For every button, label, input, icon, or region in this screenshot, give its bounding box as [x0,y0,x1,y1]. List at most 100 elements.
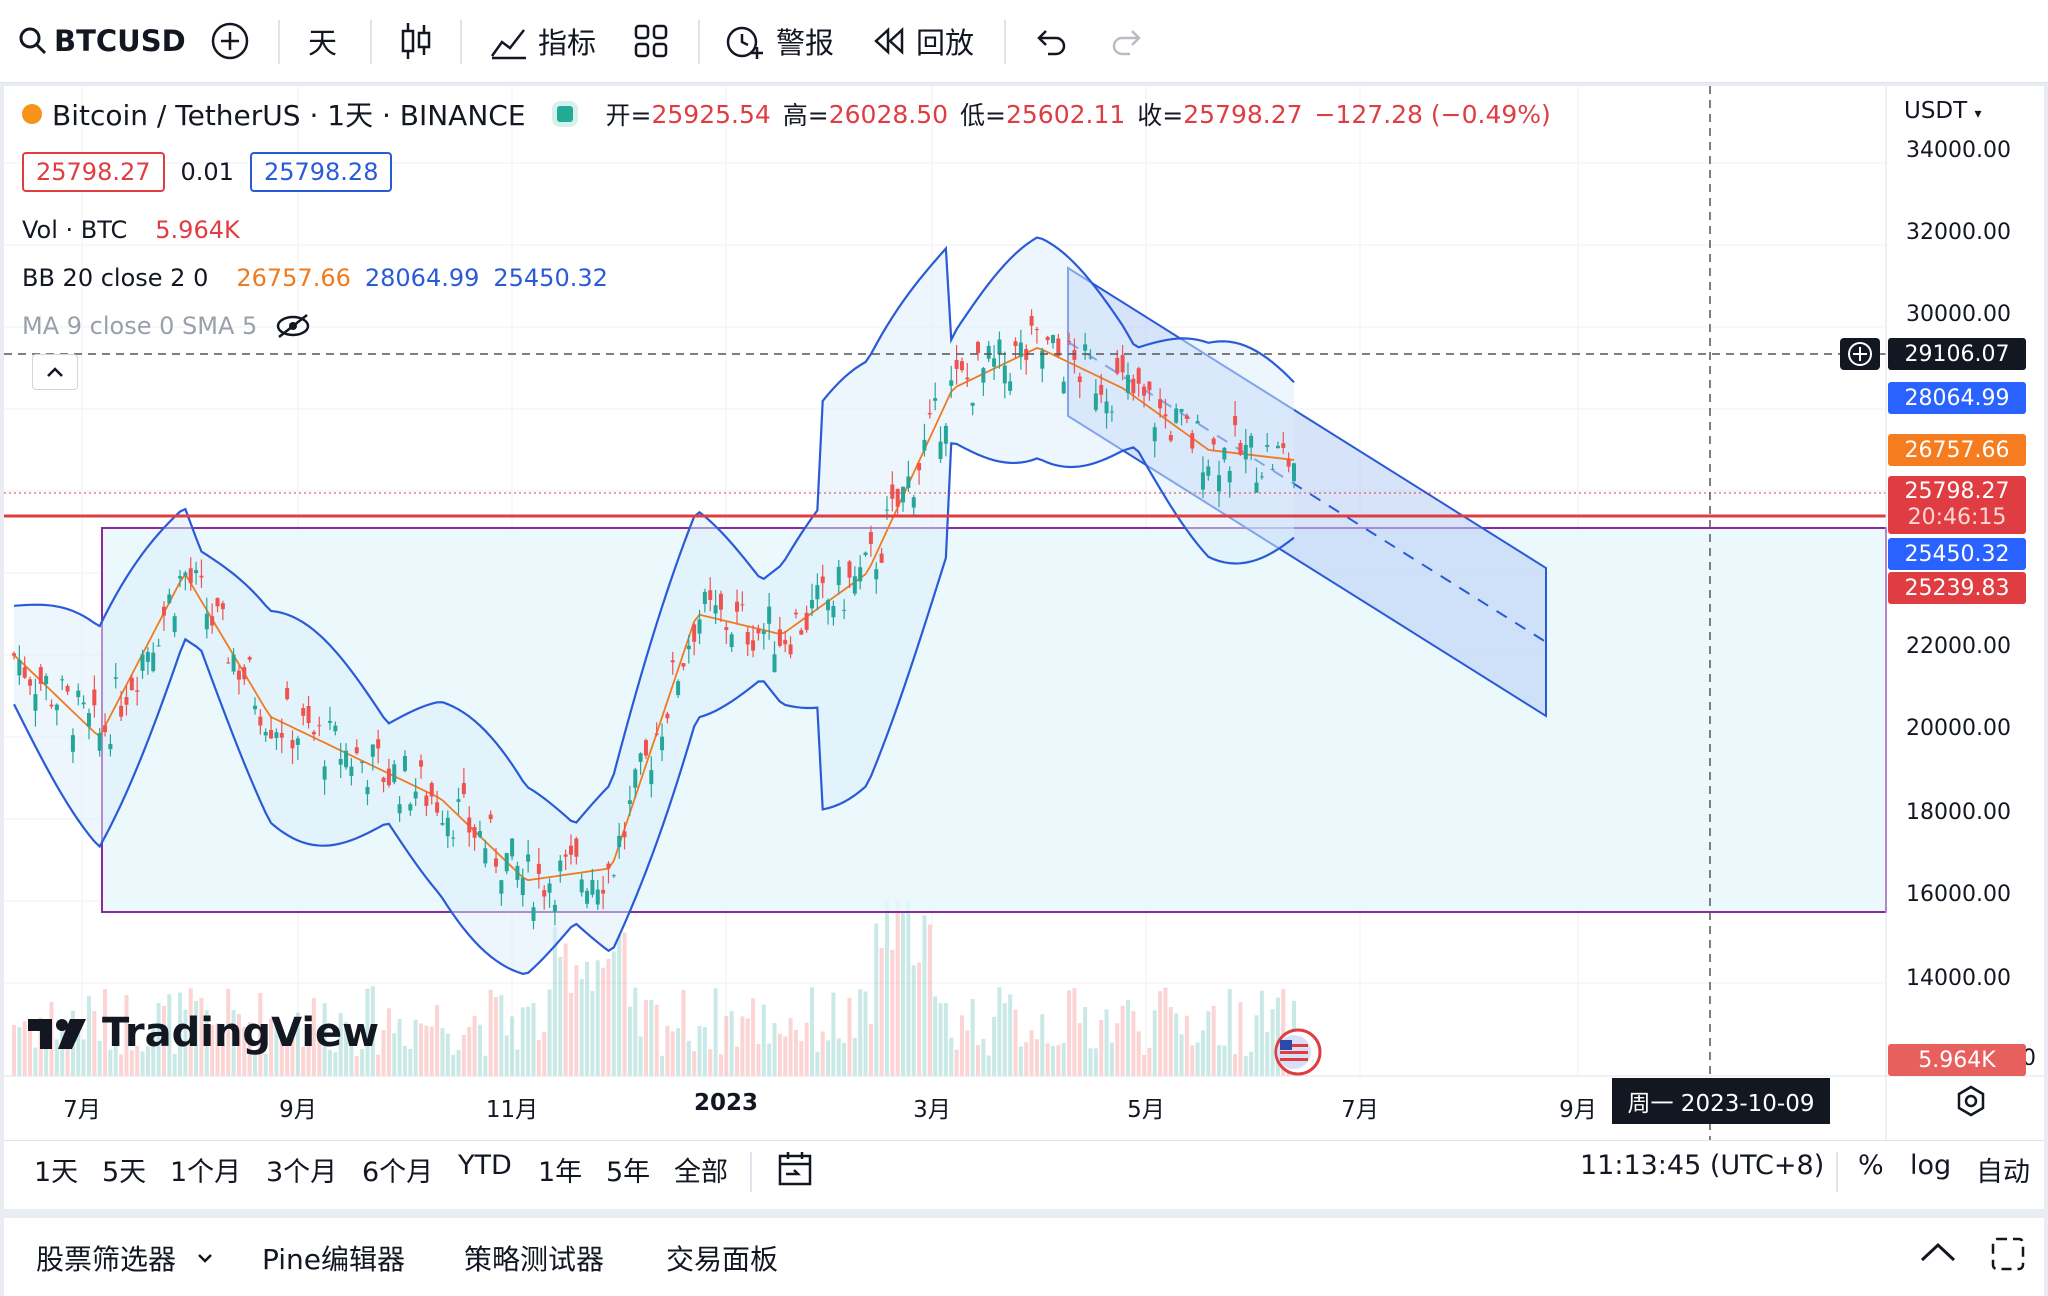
hidden-eye-icon[interactable] [275,313,311,339]
volume-bar [997,987,1002,1076]
symbol-search[interactable]: BTCUSD [18,0,186,82]
us-flag-event-icon[interactable] [1274,1028,1322,1076]
candle-body [1115,357,1120,374]
chart-settings-button[interactable] [1954,1084,1988,1122]
candle-body [1195,421,1200,424]
price-chart[interactable] [4,86,2044,1140]
pine-editor-tab[interactable]: Pine编辑器 [262,1243,406,1276]
replay-button[interactable]: 回放 [872,0,974,82]
volume-bar [858,989,863,1076]
bb-basis-price-label: 26757.66 [1888,434,2026,466]
bb-lower-line [13,442,1295,975]
candle-body [868,531,873,544]
candle-body [943,425,948,444]
candle-body [1029,315,1034,326]
volume-bar [868,1023,873,1076]
ma-legend[interactable]: MA 9 close 0 SMA 5 [22,312,311,340]
range-all[interactable]: 全部 [674,1157,728,1188]
sell-button[interactable]: 25798.27 [22,152,165,192]
candle-body [435,802,440,813]
low-label: 低= [960,101,1006,130]
percent-scale-toggle[interactable]: % [1858,1150,1884,1181]
range-6m[interactable]: 6个月 [362,1157,434,1188]
undo-button[interactable] [1034,0,1068,82]
candle-body [204,613,209,630]
layouts-button[interactable] [634,0,668,82]
indicators-button[interactable]: 指标 [490,0,596,82]
open-value: 25925.54 [651,99,771,129]
range-5d[interactable]: 5天 [102,1157,147,1188]
compare-button[interactable] [210,0,250,82]
bottom-panel-bar [4,1218,2044,1296]
volume-bar [1083,1007,1088,1076]
buy-button[interactable]: 25798.28 [249,152,393,192]
goto-date-button[interactable] [776,1150,814,1192]
bb-lower-value: 25450.32 [493,264,608,292]
bb-legend[interactable]: BB 20 close 2 0 26757.66 28064.99 25450.… [22,264,608,292]
auto-scale-toggle[interactable]: 自动 [1976,1157,2030,1188]
candle-body [333,725,338,732]
strategy-tester-tab[interactable]: 策略测试器 [464,1243,605,1276]
expand-panel-button[interactable] [1918,1240,1958,1268]
maximize-panel-button[interactable] [1990,1236,2026,1276]
market-status-dot[interactable] [551,101,578,127]
screener-tab[interactable]: 股票筛选器 [36,1238,214,1278]
range-1y[interactable]: 1年 [538,1157,583,1188]
volume-bar [33,1047,38,1076]
log-scale-toggle[interactable]: log [1910,1150,1952,1181]
volume-bar [1265,1031,1270,1076]
collapse-legend-button[interactable] [32,354,78,390]
volume-bar [354,1055,359,1076]
volume-bar [333,1052,338,1076]
bb-lower-price-label: 25450.32 [1888,538,2026,570]
range-1m[interactable]: 1个月 [170,1157,242,1188]
range-3m[interactable]: 3个月 [266,1157,338,1188]
volume-bar [1243,1055,1248,1076]
volume-bar [756,1043,761,1076]
range-1d[interactable]: 1天 [34,1157,79,1188]
range-ytd[interactable]: YTD [458,1150,512,1181]
volume-bar [767,1043,772,1076]
tradingview-watermark[interactable]: TradingView [26,1010,379,1056]
candle-body [729,634,734,648]
candle-body [1142,386,1147,396]
volume-bar [938,1003,943,1076]
volume-bar [86,995,91,1076]
candle-body [643,740,648,756]
volume-bar [135,1045,140,1076]
currency-selector[interactable]: USDT ▾ [1904,98,1982,124]
crosshair-add-button[interactable] [1840,338,1880,370]
volume-bar [831,992,836,1076]
spread-value: 0.01 [180,158,234,186]
volume-bar [1013,1009,1018,1076]
volume-bar [1147,1047,1152,1076]
volume-bar [156,1003,161,1076]
range-5y[interactable]: 5年 [606,1157,651,1188]
volume-bar [17,1027,22,1076]
trading-panel-tab[interactable]: 交易面板 [666,1243,779,1276]
volume-bar [692,1051,697,1076]
candle-body [601,889,606,894]
volume-bar [590,991,595,1076]
interval-button[interactable]: 天 [308,26,338,60]
volume-bar [1072,988,1077,1076]
volume-bar [392,1033,397,1076]
volume-legend[interactable]: Vol · BTC 5.964K [22,216,240,244]
redo-button[interactable] [1110,0,1144,82]
candle-body [242,667,247,680]
volume-bar [1238,1002,1243,1076]
clock-timezone[interactable]: 11:13:45 (UTC+8) [1580,1150,1825,1181]
alert-button[interactable]: 警报 [724,0,834,82]
crosshair-price-label: 29106.07 [1888,338,2026,370]
time-tick: 3月 [913,1097,951,1123]
chart-pane[interactable]: Bitcoin / TetherUS · 1天 · BINANCE 开= 259… [4,86,2044,1208]
candle-body [472,827,477,838]
symbol-legend[interactable]: Bitcoin / TetherUS · 1天 · BINANCE 开= 259… [22,94,1551,134]
volume-bar [1131,1011,1136,1076]
calendar-goto-icon [778,1152,812,1186]
candle-body [681,663,686,667]
candle-body [718,593,723,610]
candle-body [1104,401,1109,414]
chart-type-button[interactable] [400,0,432,82]
volume-bar [949,1037,954,1076]
